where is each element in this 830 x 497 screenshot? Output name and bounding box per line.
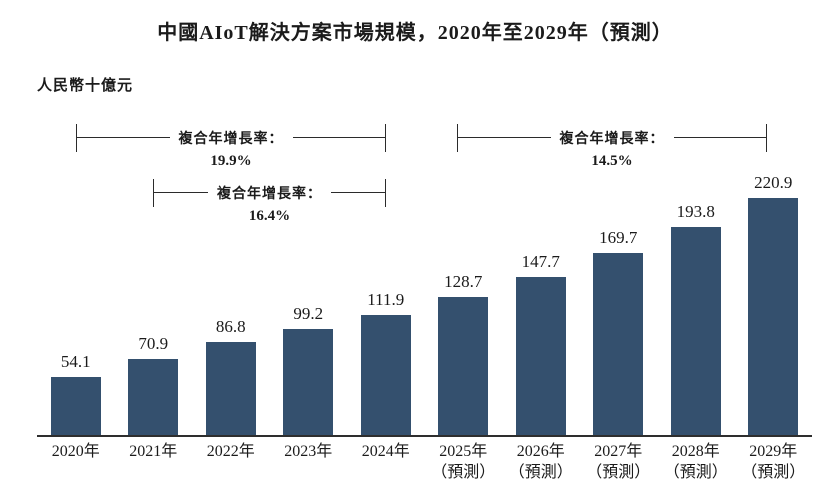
x-axis-label: 2025年 （預測） xyxy=(431,443,496,481)
bar-value-label: 128.7 xyxy=(444,272,483,291)
x-axis-label: 2020年 xyxy=(51,443,100,460)
bar-value-label: 54.1 xyxy=(60,352,91,371)
x-axis-labels: 2020年 2021年 2022年 2023年 2024年 2025年 （預測） 2026年（… xyxy=(37,441,812,483)
x-axis-label: 2028年 （預測） xyxy=(663,443,728,481)
bar xyxy=(593,253,644,435)
bar-column: 86.8 xyxy=(192,120,270,435)
bar xyxy=(360,315,411,435)
cagr-value: 16.4% xyxy=(248,208,291,224)
bracket-left-tick xyxy=(76,124,77,152)
bar xyxy=(438,297,489,435)
bar-value-label: 147.7 xyxy=(521,252,560,271)
x-axis-label: 2029年 （預測） xyxy=(741,443,806,481)
y-axis-unit-label: 人民幣十億元 xyxy=(37,78,134,94)
bracket-right-tick xyxy=(385,124,386,152)
bar-column: 169.7 xyxy=(580,120,658,435)
bar xyxy=(50,377,101,435)
chart-title: 中國AIoT解決方案市場規模，2020年至2029年（預測） xyxy=(157,22,673,44)
plot-area: 54.1 70.9 86.8 99.2 111.9 128.7 147.7 169.7 193.… xyxy=(37,120,812,437)
bar xyxy=(283,329,334,435)
bracket-right-tick xyxy=(385,179,386,207)
cagr-value: 14.5% xyxy=(591,153,633,169)
bar-value-label: 70.9 xyxy=(138,334,169,353)
bar-column: 70.9 xyxy=(115,120,193,435)
cagr-value: 19.9% xyxy=(210,153,252,169)
bar-column: 147.7 xyxy=(502,120,580,435)
bracket-left-tick xyxy=(457,124,458,152)
bracket-left-tick xyxy=(153,179,154,207)
bar xyxy=(748,198,799,435)
bar xyxy=(515,277,566,435)
bar-column: 220.9 xyxy=(735,120,813,435)
bar-value-label: 193.8 xyxy=(676,202,715,221)
bracket-right-tick xyxy=(766,124,767,152)
x-axis-label: 2024年 xyxy=(361,443,410,460)
bar xyxy=(205,342,256,435)
x-axis-label: 2023年 xyxy=(284,443,333,460)
bar-column: 111.9 xyxy=(347,120,425,435)
bar-value-label: 220.9 xyxy=(754,173,793,192)
bar xyxy=(128,359,179,435)
bar-value-label: 99.2 xyxy=(293,304,324,323)
bar-column: 99.2 xyxy=(270,120,348,435)
bar-column: 128.7 xyxy=(425,120,503,435)
bar-column: 54.1 xyxy=(37,120,115,435)
x-axis-label: 2026年 （預測） xyxy=(508,443,573,481)
x-axis-label: 2021年 xyxy=(129,443,178,460)
bar-value-label: 111.9 xyxy=(367,290,405,309)
bar xyxy=(670,227,721,435)
bar-column: 193.8 xyxy=(657,120,735,435)
bar-value-label: 86.8 xyxy=(215,317,246,336)
bar-value-label: 169.7 xyxy=(599,228,638,247)
x-axis-label: 2022年 xyxy=(206,443,255,460)
x-axis-label: 2027年 （預測） xyxy=(586,443,651,481)
